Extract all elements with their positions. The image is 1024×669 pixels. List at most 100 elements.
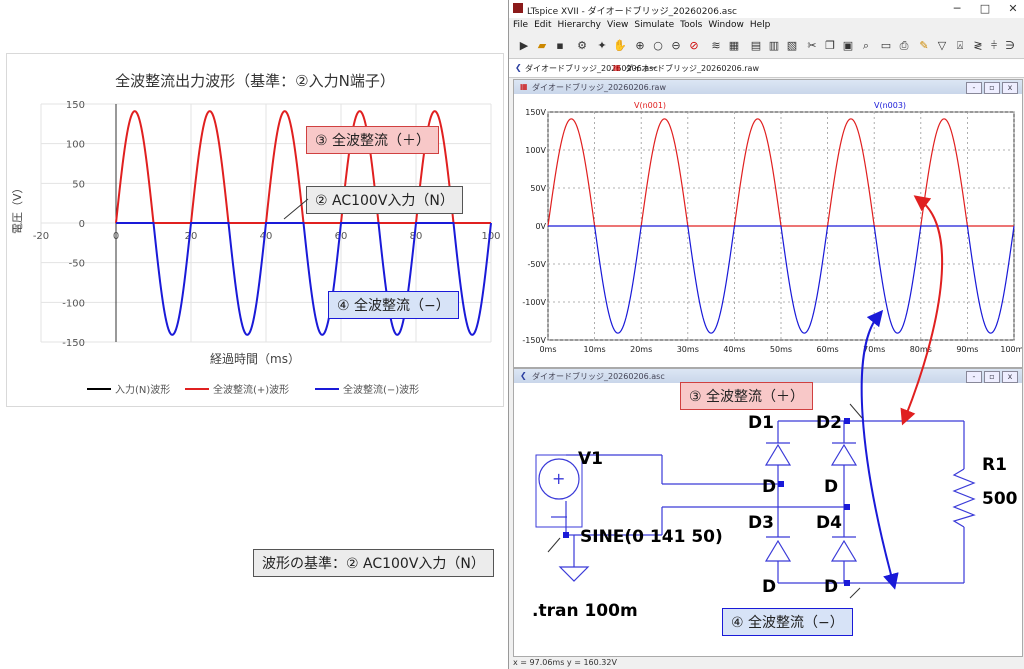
plot-y-tick-label: -100V bbox=[522, 298, 546, 307]
waveform-pane[interactable]: ▦ ダイオードブリッジ_20260206.raw - ▫ x 150V 100V 5… bbox=[513, 79, 1023, 368]
v1-label: V1 bbox=[578, 449, 603, 469]
menu-file[interactable]: File bbox=[513, 20, 529, 30]
plot-x-tick-label: 30ms bbox=[677, 345, 699, 354]
paste-icon[interactable]: ▣ bbox=[842, 39, 854, 52]
tab-schematic[interactable]: ダイオードブリッジ_20260206.asc bbox=[525, 64, 658, 73]
tab-chevron-icon[interactable]: ❮ bbox=[515, 63, 522, 72]
tile-horizontal-icon[interactable]: ▤ bbox=[750, 39, 762, 52]
menu-simulate[interactable]: Simulate bbox=[634, 20, 675, 30]
resistor-icon[interactable]: ≷ bbox=[973, 39, 983, 52]
pane-minimize-icon[interactable]: - bbox=[966, 371, 982, 383]
excel-chart-panel: 全波整流出力波形（基準：②入力N端子） 電圧（V） 150 100 50 0 -50 -1… bbox=[6, 53, 504, 407]
status-bar: x = 97.06ms y = 160.32V bbox=[513, 658, 617, 667]
schematic-pane-title: ダイオードブリッジ_20260206.asc bbox=[532, 372, 665, 381]
open-icon[interactable]: ▰ bbox=[537, 39, 547, 52]
ground-icon[interactable]: ▽ bbox=[937, 39, 947, 52]
pane-close-icon[interactable]: x bbox=[1002, 371, 1018, 383]
menu-window[interactable]: Window bbox=[708, 20, 744, 30]
d2-label: D2 bbox=[816, 413, 842, 433]
zoom-in-icon[interactable]: ⊕ bbox=[635, 39, 645, 52]
plot-x-tick-label: 100ms bbox=[1000, 345, 1022, 354]
menu-edit[interactable]: Edit bbox=[534, 20, 552, 30]
title-bar: LTspice XVII - ダイオードブリッジ_20260206.asc ─ … bbox=[509, 0, 1024, 18]
close-icon[interactable]: ✕ bbox=[1008, 2, 1018, 15]
autorange-icon[interactable]: ≋ bbox=[711, 39, 721, 52]
legend-label: 入力(N)波形 bbox=[115, 385, 171, 396]
inductor-icon[interactable]: ∋ bbox=[1005, 39, 1015, 52]
cut-icon[interactable]: ✂ bbox=[807, 39, 817, 52]
print-setup-icon[interactable]: ▭ bbox=[880, 39, 892, 52]
fft-icon[interactable]: ▦ bbox=[728, 39, 740, 52]
pane-restore-icon[interactable]: ▫ bbox=[984, 371, 1000, 383]
y-tick-label: -50 bbox=[69, 259, 85, 270]
x-tick-label: 20 bbox=[185, 231, 198, 242]
cascade-icon[interactable]: ▧ bbox=[786, 39, 798, 52]
menu-help[interactable]: Help bbox=[749, 20, 771, 30]
d1-label: D1 bbox=[748, 413, 774, 433]
source-value: SINE(0 141 50) bbox=[580, 527, 723, 547]
label-net-icon[interactable]: ⍓ bbox=[956, 39, 964, 52]
y-tick-label: -100 bbox=[62, 298, 85, 309]
tab-waveform[interactable]: ダイオードブリッジ_20260206.raw bbox=[625, 64, 759, 73]
menu-hierarchy[interactable]: Hierarchy bbox=[557, 20, 602, 30]
run-icon[interactable]: ✦ bbox=[597, 39, 607, 52]
menu-view[interactable]: View bbox=[607, 20, 629, 30]
copy-icon[interactable]: ❐ bbox=[825, 39, 835, 52]
tran-directive: .tran 100m bbox=[532, 601, 638, 621]
waveform-pane-icon: ▦ bbox=[520, 82, 528, 91]
tile-vertical-icon[interactable]: ▥ bbox=[768, 39, 780, 52]
plot-x-tick-label: 10ms bbox=[584, 345, 606, 354]
legend-label: 全波整流(+)波形 bbox=[213, 385, 290, 396]
maximize-icon[interactable]: □ bbox=[979, 2, 991, 15]
draw-wire-icon[interactable]: ✎ bbox=[919, 39, 929, 52]
plot-x-tick-label: 70ms bbox=[863, 345, 885, 354]
callout-full-wave-plus: ③ 全波整流（＋） bbox=[306, 126, 440, 154]
d1-model-label: D bbox=[762, 477, 777, 497]
x-tick-label: -20 bbox=[33, 231, 49, 242]
d3-label: D3 bbox=[748, 513, 774, 533]
schematic-wiring: + bbox=[535, 418, 976, 586]
x-tick-label: 100 bbox=[481, 231, 500, 242]
minimize-icon[interactable]: ─ bbox=[953, 2, 961, 15]
pane-close-icon[interactable]: x bbox=[1002, 82, 1018, 94]
d4-label: D4 bbox=[816, 513, 842, 533]
callout-full-wave-minus: ④ 全波整流（−） bbox=[328, 291, 459, 319]
legend-item-plus: 全波整流(+)波形 bbox=[185, 381, 289, 396]
x-tick-label: 80 bbox=[410, 231, 423, 242]
schematic-callout-plus: ③ 全波整流（＋） bbox=[680, 382, 814, 410]
zoom-full-icon[interactable]: ⊘ bbox=[689, 39, 699, 52]
waveform-pane-titlebar: ▦ ダイオードブリッジ_20260206.raw - ▫ x bbox=[514, 80, 1022, 94]
trace-label-1[interactable]: V(n001) bbox=[634, 101, 666, 110]
schematic-pane-icon: ❮ bbox=[520, 371, 527, 380]
trace-label-2[interactable]: V(n003) bbox=[874, 101, 906, 110]
pane-restore-icon[interactable]: ▫ bbox=[984, 82, 1000, 94]
waveform-pane-title: ダイオードブリッジ_20260206.raw bbox=[532, 83, 666, 92]
plot-x-tick-label: 0ms bbox=[539, 345, 556, 354]
plot-y-tick-label: 0V bbox=[535, 222, 546, 231]
zoom-out-icon[interactable]: ⊖ bbox=[671, 39, 681, 52]
plot-x-tick-label: 40ms bbox=[723, 345, 745, 354]
d4-model-label: D bbox=[824, 577, 839, 597]
find-icon[interactable]: ⌕ bbox=[862, 39, 870, 52]
control-panel-icon[interactable]: ⚙ bbox=[577, 39, 587, 52]
callout-ac-input-n: ② AC100V入力（N） bbox=[306, 186, 463, 214]
print-icon[interactable]: ⎙ bbox=[899, 39, 909, 52]
svg-text:+: + bbox=[552, 469, 565, 488]
pane-minimize-icon[interactable]: - bbox=[966, 82, 982, 94]
plot-y-tick-label: 50V bbox=[530, 184, 546, 193]
y-tick-label: 100 bbox=[66, 140, 85, 151]
menu-bar: File Edit Hierarchy View Simulate Tools … bbox=[509, 20, 1024, 34]
capacitor-icon[interactable]: ⫩ bbox=[990, 39, 998, 52]
y-tick-label: 50 bbox=[72, 179, 85, 190]
plot-x-tick-label: 90ms bbox=[956, 345, 978, 354]
legend-swatch bbox=[185, 387, 209, 390]
new-schematic-icon[interactable]: ▶ bbox=[519, 39, 529, 52]
schematic-callout-minus: ④ 全波整流（−） bbox=[722, 608, 853, 636]
menu-tools[interactable]: Tools bbox=[680, 20, 703, 30]
legend-swatch bbox=[315, 387, 339, 390]
save-icon[interactable]: ▪ bbox=[556, 39, 564, 52]
pan-icon[interactable]: ○ bbox=[653, 39, 663, 52]
halt-icon[interactable]: ✋ bbox=[613, 39, 627, 52]
